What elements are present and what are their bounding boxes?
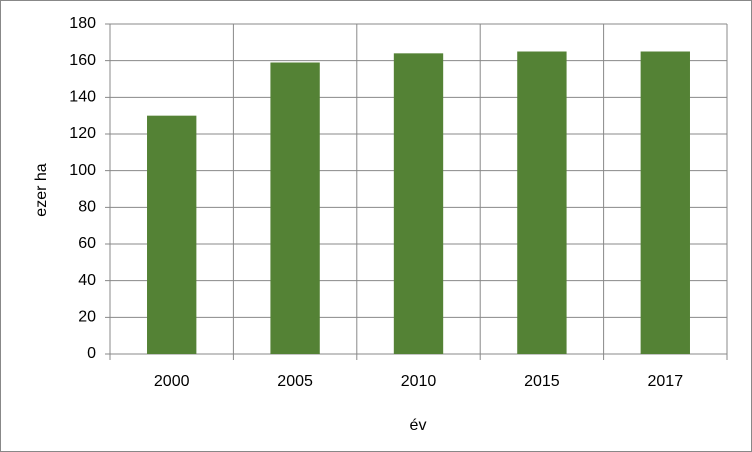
y-tick-label: 80 <box>78 199 96 216</box>
x-tick-label: 2010 <box>401 373 437 390</box>
x-tick-label: 2000 <box>154 373 190 390</box>
x-axis-title: év <box>410 417 427 434</box>
bar <box>640 51 690 354</box>
bar <box>517 51 567 354</box>
y-tick-label: 120 <box>69 125 96 142</box>
y-tick-label: 160 <box>69 52 96 69</box>
y-tick-label: 0 <box>87 345 96 362</box>
y-axis-title: ezer ha <box>33 163 50 216</box>
y-tick-label: 40 <box>78 272 96 289</box>
bar <box>147 115 197 355</box>
y-tick-label: 100 <box>69 162 96 179</box>
bar <box>270 62 320 354</box>
bar <box>393 53 444 354</box>
y-tick-label: 20 <box>78 309 96 326</box>
y-tick-label: 180 <box>69 15 96 32</box>
x-tick-label: 2017 <box>648 373 684 390</box>
y-tick-label: 60 <box>78 235 96 252</box>
x-tick-label: 2015 <box>524 373 560 390</box>
y-tick-label: 140 <box>69 89 96 106</box>
x-tick-label: 2005 <box>277 373 313 390</box>
